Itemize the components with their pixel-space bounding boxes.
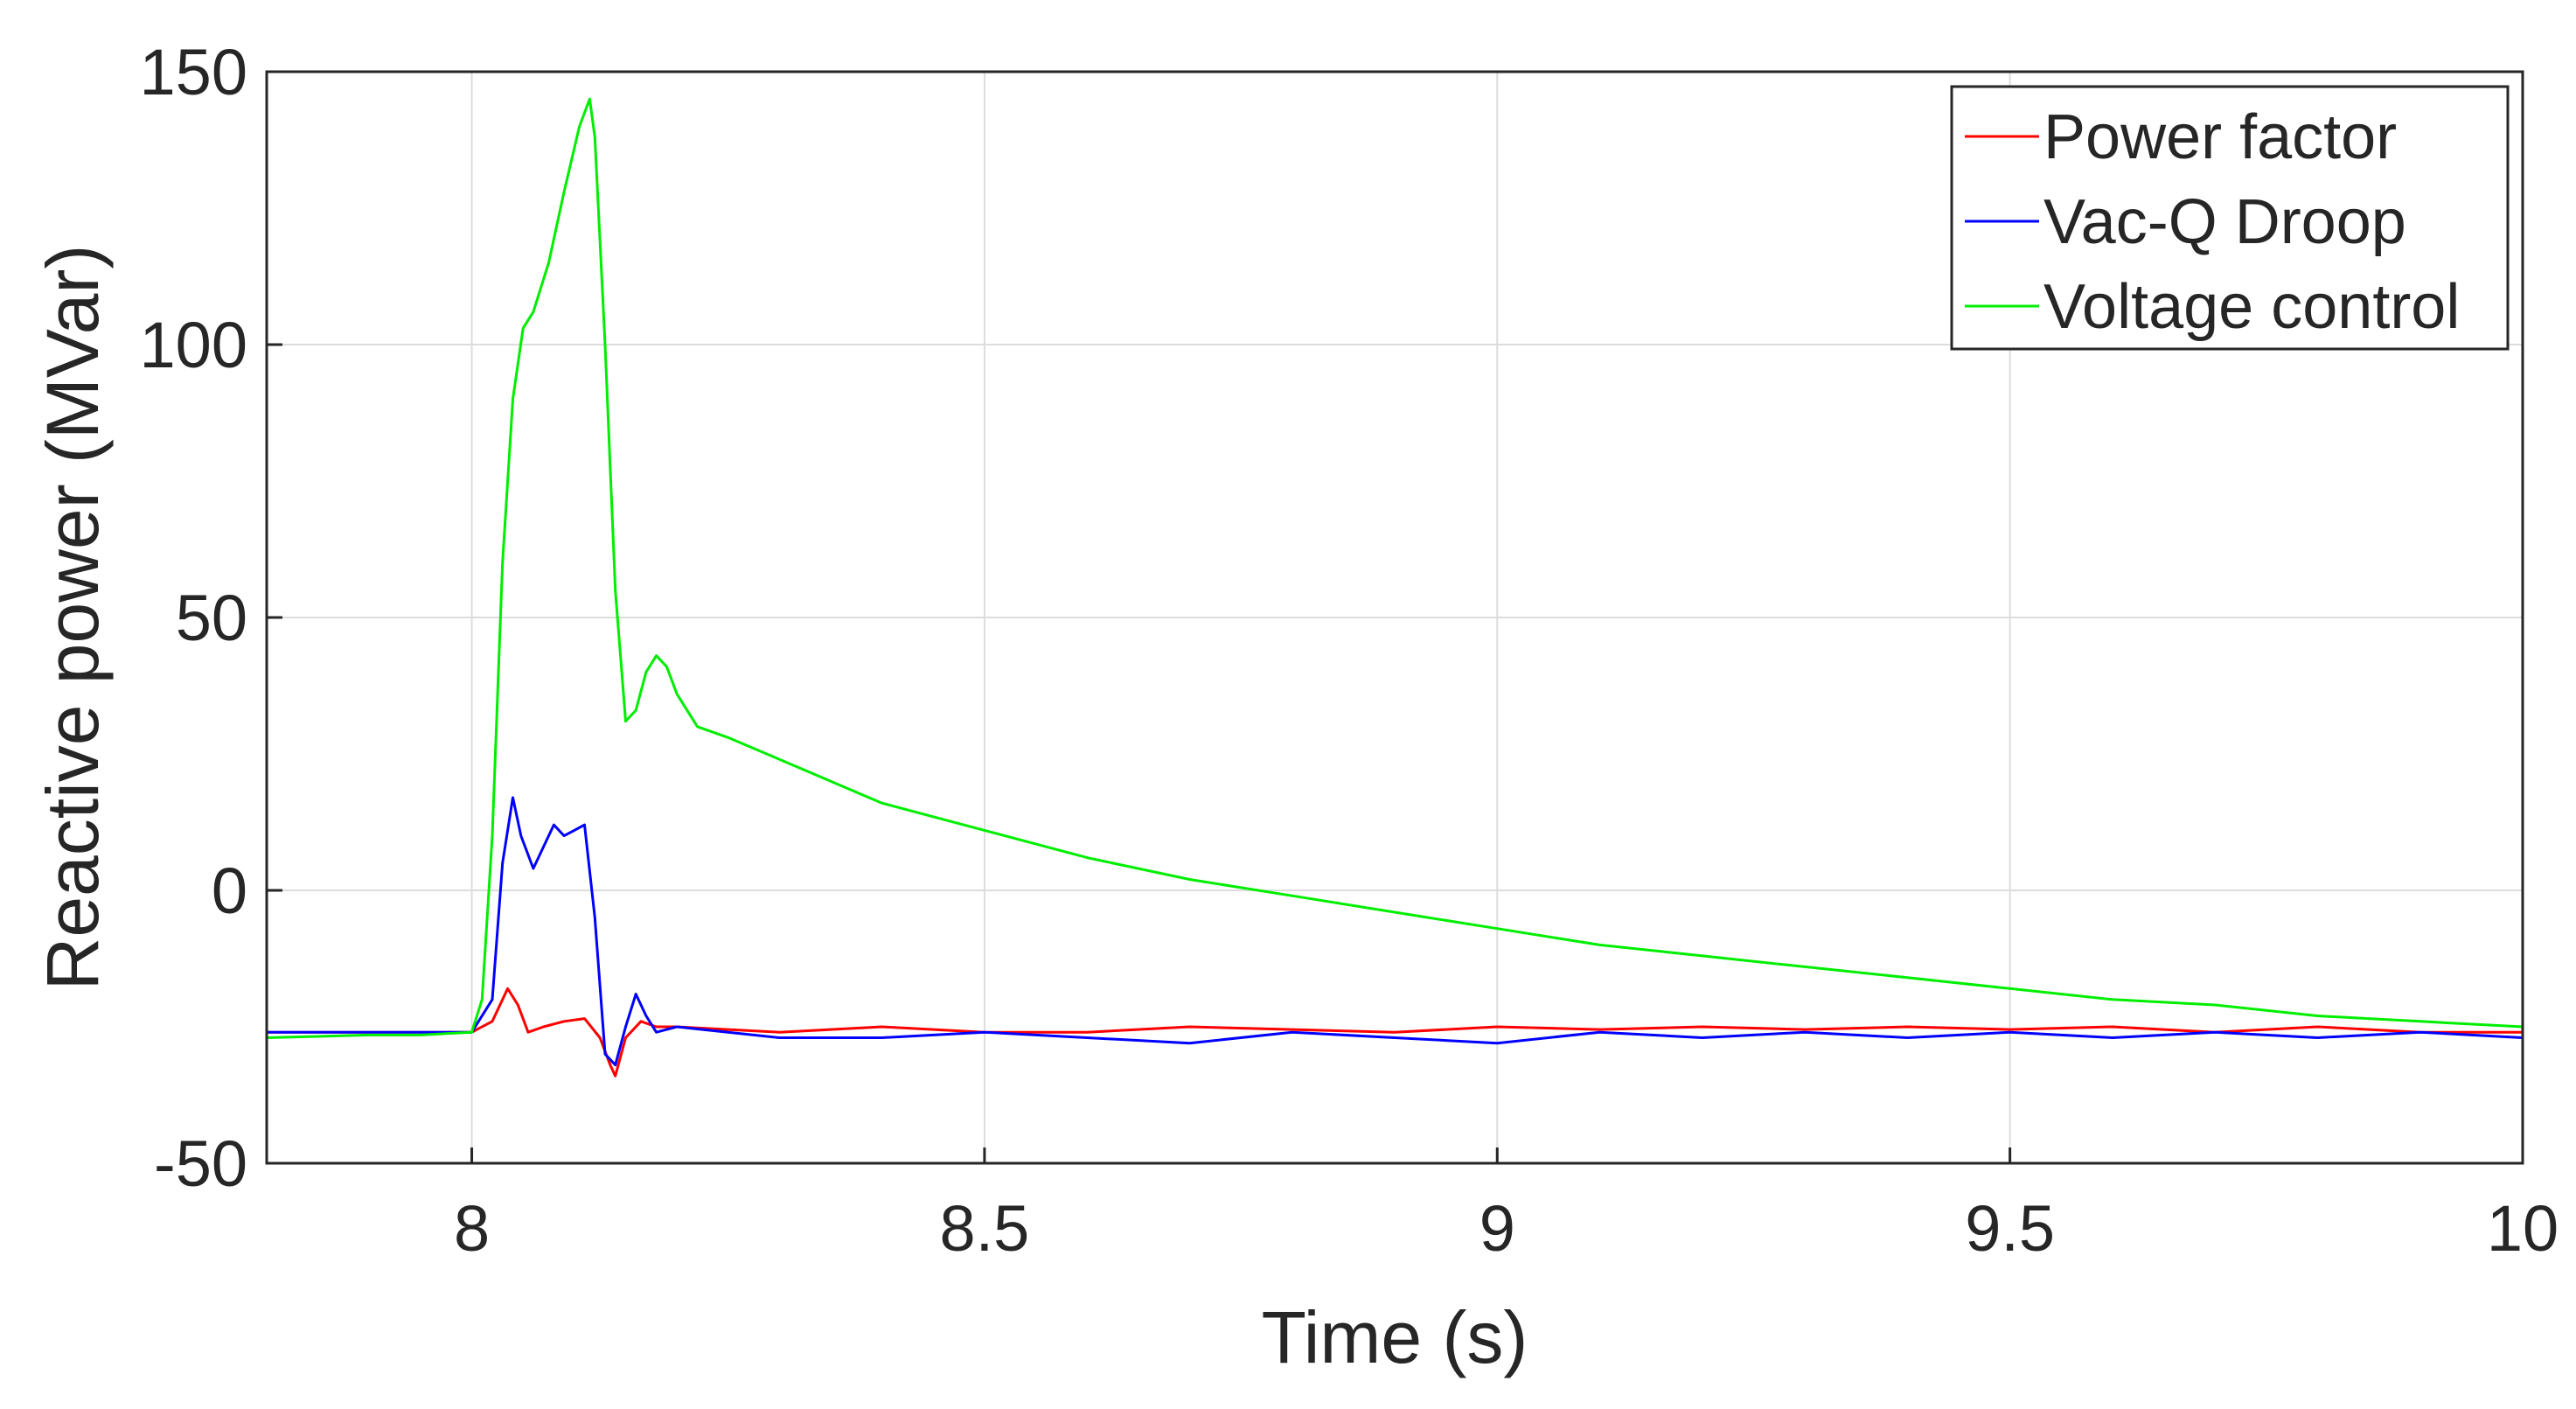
y-tick-label: 0: [212, 854, 247, 927]
tick-labels: 8 8.5 9 9.5 10 -50 0 50 100 150: [140, 36, 2559, 1265]
y-tick-label: 150: [140, 36, 247, 108]
y-tick-label: -50: [154, 1127, 247, 1200]
x-axis-label: Time (s): [1262, 1296, 1528, 1378]
series-line: [267, 796, 2524, 1067]
y-axis-label: Reactive power (MVar): [31, 245, 114, 991]
y-tick-label: 50: [176, 582, 247, 654]
legend-label: Vac-Q Droop: [2043, 187, 2406, 257]
series-line: [266, 97, 2524, 1039]
legend: Power factor Vac-Q Droop Voltage control: [1950, 85, 2510, 351]
legend-box: [1950, 85, 2510, 351]
legend-label: Voltage control: [2043, 272, 2460, 342]
legend-label: Power factor: [2043, 102, 2397, 172]
x-tick-label: 10: [2487, 1192, 2559, 1265]
x-tick-label: 8.5: [939, 1192, 1029, 1265]
series-line: [267, 987, 2523, 1078]
x-tick-label: 9.5: [1965, 1192, 2055, 1265]
x-tick-label: 8: [454, 1192, 490, 1265]
plot-lines: [266, 97, 2524, 1078]
y-tick-label: 100: [140, 309, 247, 381]
x-tick-label: 9: [1479, 1192, 1515, 1265]
